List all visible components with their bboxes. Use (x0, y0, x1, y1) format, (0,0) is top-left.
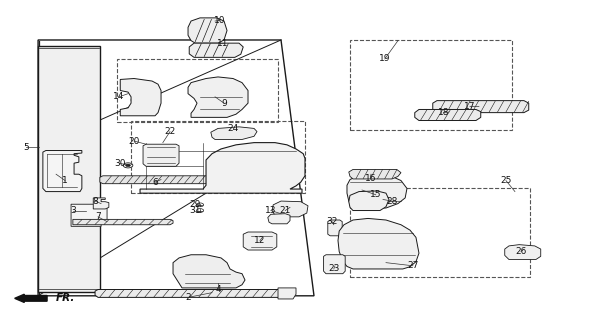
Polygon shape (189, 43, 243, 57)
Text: 18: 18 (438, 108, 449, 117)
Text: 22: 22 (164, 127, 176, 136)
Text: 2: 2 (185, 293, 191, 302)
Text: 20: 20 (129, 137, 140, 146)
Text: 3: 3 (70, 206, 76, 215)
Polygon shape (324, 255, 345, 274)
Text: 15: 15 (370, 190, 382, 199)
Text: 12: 12 (254, 236, 266, 245)
Text: 19: 19 (379, 54, 391, 63)
Polygon shape (188, 18, 227, 43)
Text: 24: 24 (227, 124, 239, 133)
Text: 30: 30 (114, 159, 126, 168)
Text: 6: 6 (152, 178, 158, 187)
Polygon shape (43, 150, 82, 192)
Text: 28: 28 (387, 196, 397, 205)
Text: 13: 13 (265, 206, 277, 215)
Text: 26: 26 (515, 247, 527, 256)
Polygon shape (328, 220, 342, 236)
Bar (350, 40, 512, 130)
Text: 1: 1 (62, 176, 68, 185)
Polygon shape (415, 109, 481, 121)
Polygon shape (95, 290, 290, 297)
Text: 14: 14 (114, 92, 125, 101)
Circle shape (126, 164, 130, 167)
Text: 4: 4 (215, 285, 221, 294)
Polygon shape (243, 232, 277, 250)
Bar (350, 188, 530, 277)
Polygon shape (73, 220, 173, 225)
Polygon shape (268, 214, 290, 224)
Text: 21: 21 (280, 206, 291, 215)
Text: 11: 11 (217, 39, 228, 48)
Text: 25: 25 (500, 176, 512, 185)
Polygon shape (211, 127, 257, 140)
Polygon shape (120, 78, 161, 116)
Text: 7: 7 (95, 212, 101, 221)
Polygon shape (347, 173, 407, 208)
Polygon shape (173, 255, 245, 288)
Text: 10: 10 (214, 16, 225, 25)
FancyArrow shape (14, 294, 47, 302)
Text: 16: 16 (365, 173, 376, 182)
Text: 27: 27 (407, 261, 419, 270)
Text: 31: 31 (190, 206, 201, 215)
Polygon shape (143, 144, 179, 166)
Polygon shape (140, 143, 305, 193)
Polygon shape (278, 288, 296, 299)
Polygon shape (71, 204, 107, 226)
Text: 5: 5 (23, 143, 29, 152)
Bar (131, 121, 305, 193)
Polygon shape (38, 46, 100, 292)
Polygon shape (349, 170, 401, 179)
Text: 23: 23 (328, 264, 339, 274)
Text: 17: 17 (464, 102, 476, 111)
Text: 32: 32 (326, 217, 338, 226)
Text: 9: 9 (221, 99, 227, 108)
Text: FR.: FR. (56, 293, 76, 303)
Polygon shape (505, 245, 541, 260)
Polygon shape (349, 191, 389, 211)
Polygon shape (93, 198, 109, 209)
Polygon shape (188, 77, 248, 117)
Polygon shape (272, 201, 308, 217)
Polygon shape (432, 100, 528, 113)
Text: 8: 8 (92, 196, 98, 205)
Bar (117, 59, 278, 122)
Polygon shape (100, 176, 209, 184)
Polygon shape (338, 219, 419, 269)
Text: 29: 29 (190, 200, 201, 209)
